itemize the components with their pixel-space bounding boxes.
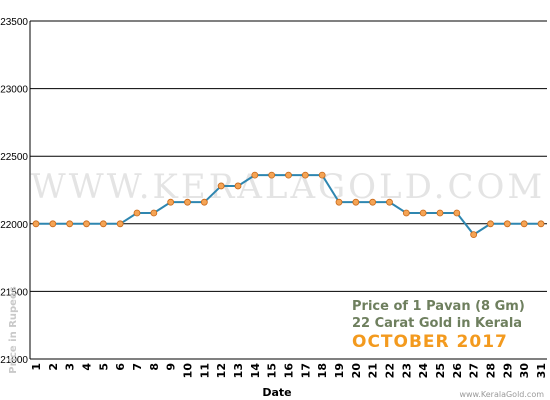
x-tick-label: 19 xyxy=(333,363,346,378)
data-point xyxy=(217,182,225,190)
data-point xyxy=(268,171,276,179)
x-tick-labels: 1 2 3 4 5 6 7 8 9 10 11 12 13 14 15 16 17 18 19 20 21 22 23 24 2… xyxy=(30,363,548,379)
x-tick-label: 7 xyxy=(131,363,144,371)
data-point xyxy=(352,198,360,206)
x-tick-label: 6 xyxy=(114,363,127,371)
x-tick-label: 29 xyxy=(501,363,514,378)
data-point xyxy=(487,220,494,228)
data-point xyxy=(66,220,74,228)
x-tick-label: 9 xyxy=(165,363,178,371)
x-tick-label: 16 xyxy=(283,363,296,379)
x-tick-label: 3 xyxy=(64,363,77,371)
site-credit: www.KeralaGold.com xyxy=(459,390,544,399)
data-point xyxy=(251,171,259,179)
data-point xyxy=(184,198,191,206)
data-point xyxy=(419,209,427,217)
data-point xyxy=(335,198,343,206)
y-tick-label: 22000 xyxy=(0,220,28,231)
y-tick-label: 21500 xyxy=(0,287,28,298)
annotation-line-1: Price of 1 Pavan (8 Gm) xyxy=(352,299,525,314)
data-point xyxy=(537,220,545,228)
x-tick-label: 8 xyxy=(148,363,161,371)
price-series xyxy=(32,171,545,239)
x-tick-label: 14 xyxy=(249,363,262,379)
y-axis-title: Price in Rupees xyxy=(8,286,19,373)
data-point xyxy=(99,220,107,228)
plot-frame xyxy=(29,21,547,360)
x-tick-label: 27 xyxy=(468,363,481,378)
data-point xyxy=(285,171,292,179)
data-point xyxy=(520,220,528,228)
x-tick-label: 18 xyxy=(316,363,329,378)
data-point xyxy=(436,209,444,217)
x-tick-label: 10 xyxy=(182,363,195,379)
x-tick-label: 13 xyxy=(232,363,245,378)
x-tick-label: 23 xyxy=(400,363,413,378)
data-point xyxy=(49,220,57,228)
x-tick-label: 31 xyxy=(535,363,548,378)
x-tick-label: 4 xyxy=(81,363,94,371)
x-tick-label: 15 xyxy=(266,363,279,378)
data-point xyxy=(301,171,309,179)
data-point xyxy=(83,220,90,228)
annotation-month: OCTOBER 2017 xyxy=(352,332,508,352)
y-tick-label: 21000 xyxy=(0,355,28,366)
x-tick-label: 26 xyxy=(451,363,464,379)
data-point xyxy=(470,231,478,239)
data-point xyxy=(150,209,158,217)
data-point xyxy=(167,198,175,206)
y-tick-label: 23000 xyxy=(0,85,28,96)
data-point xyxy=(116,220,124,228)
x-tick-label: 28 xyxy=(485,363,498,378)
data-point xyxy=(133,209,141,217)
x-tick-label: 5 xyxy=(97,363,110,371)
x-tick-label: 11 xyxy=(198,363,211,378)
data-point xyxy=(453,209,461,217)
x-tick-label: 2 xyxy=(47,363,60,371)
x-tick-label: 24 xyxy=(417,363,430,379)
data-point xyxy=(234,182,242,190)
x-tick-label: 30 xyxy=(518,363,531,379)
x-tick-label: 20 xyxy=(350,363,363,379)
y-tick-label: 23500 xyxy=(0,17,28,28)
annotation-line-2: 22 Carat Gold in Kerala xyxy=(352,316,522,331)
x-tick-label: 17 xyxy=(299,363,312,378)
data-point xyxy=(32,220,40,228)
data-point xyxy=(369,198,377,206)
x-tick-label: 1 xyxy=(30,363,43,371)
data-point xyxy=(503,220,511,228)
x-axis-title: Date xyxy=(262,386,291,399)
x-tick-label: 21 xyxy=(367,363,380,378)
x-tick-label: 22 xyxy=(384,363,397,378)
data-point xyxy=(402,209,410,217)
data-point xyxy=(386,198,393,206)
y-tick-label: 22500 xyxy=(0,152,28,163)
y-tick-labels: 21000 21500 22000 22500 23000 23500 xyxy=(0,17,28,366)
data-point xyxy=(200,198,208,206)
x-tick-label: 25 xyxy=(434,363,447,378)
x-tick-label: 12 xyxy=(215,363,228,378)
data-point xyxy=(318,171,326,179)
